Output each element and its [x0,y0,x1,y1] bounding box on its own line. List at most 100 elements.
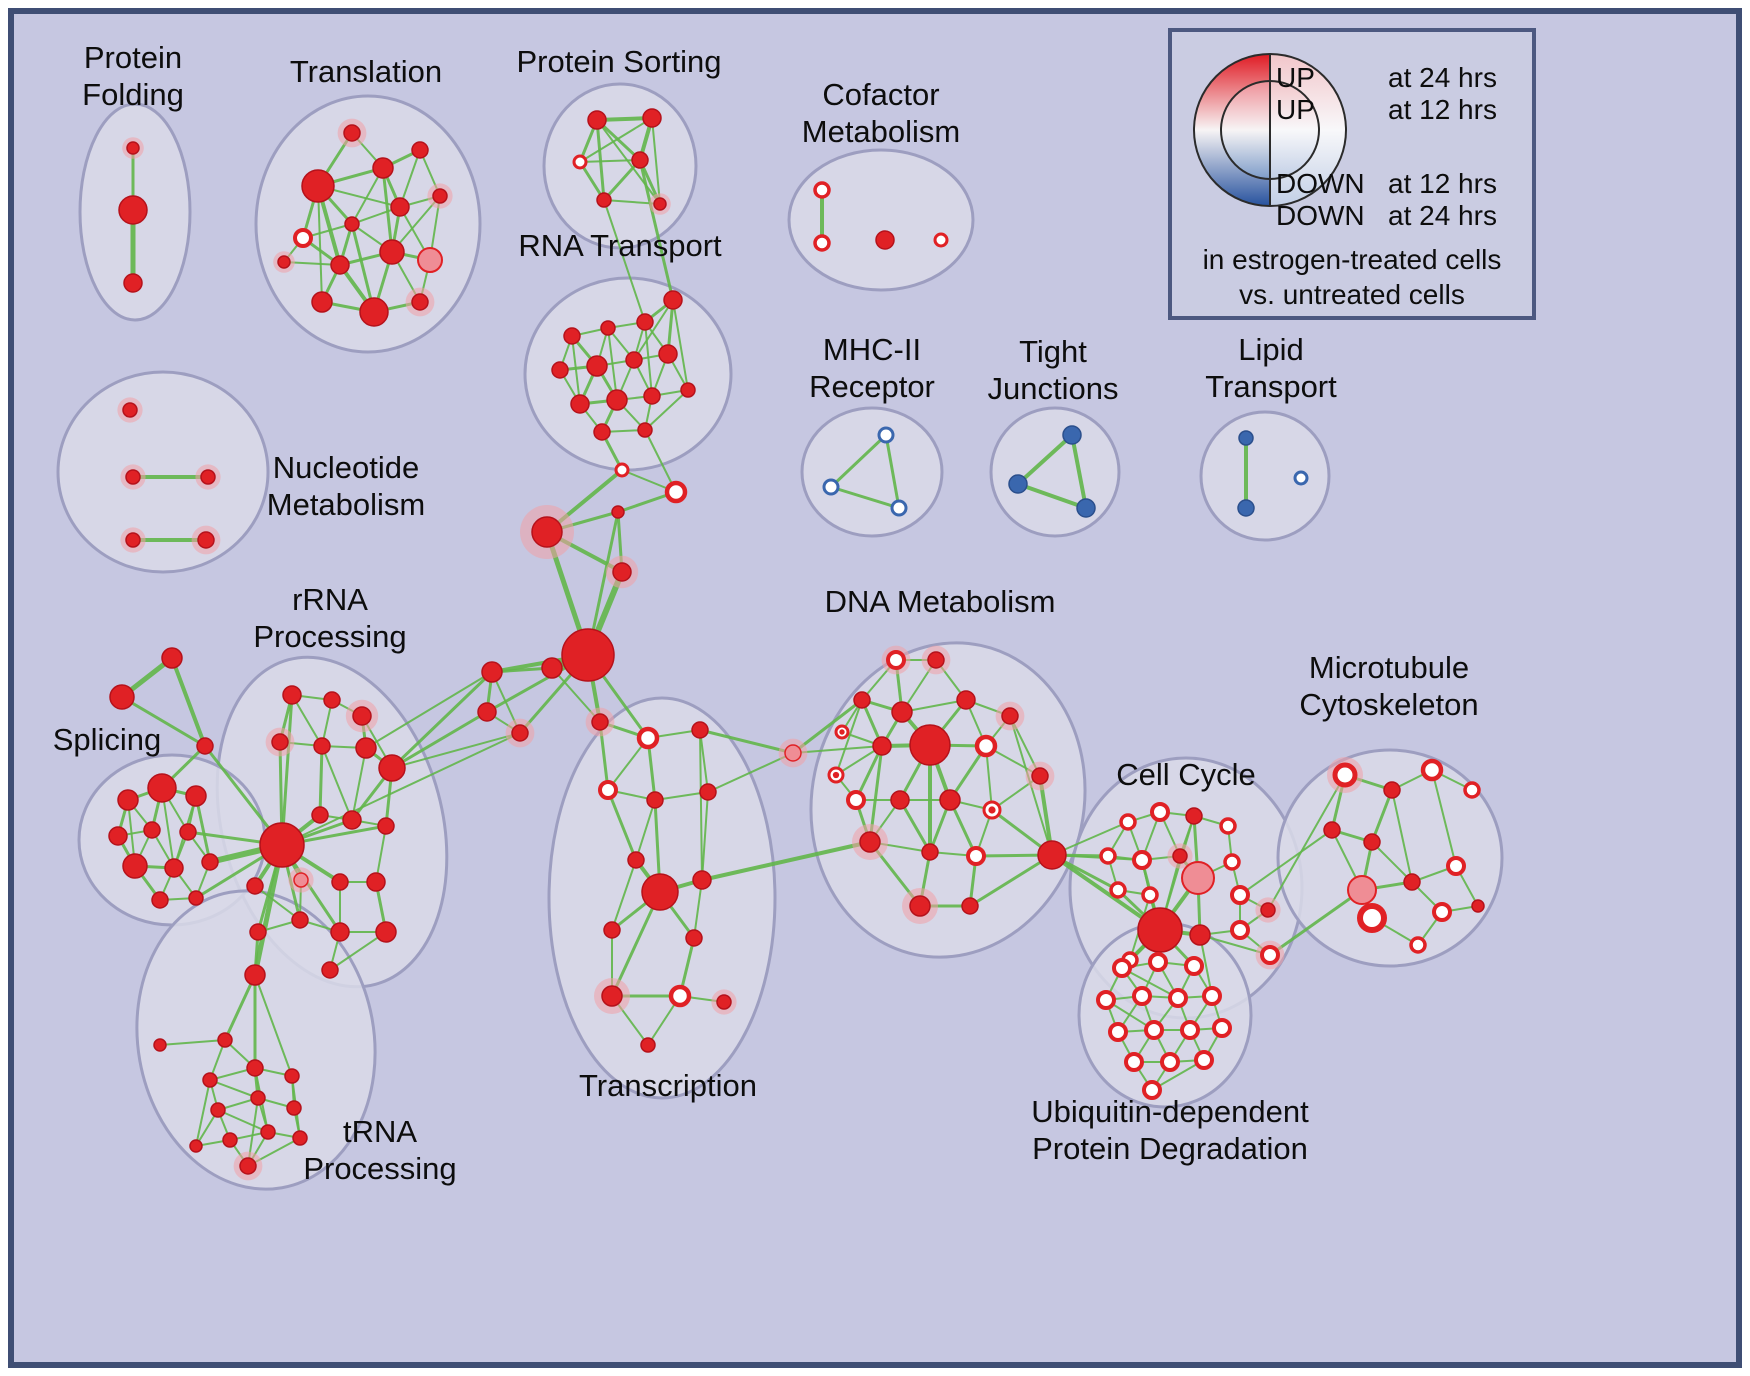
legend-box: UP at 24 hrs UP at 12 hrs DOWN at 12 hrs DO… [1168,28,1536,320]
network-node [344,216,360,232]
network-node [611,505,625,519]
legend-dir: DOWN [1276,168,1365,199]
network-node [909,724,951,766]
network-node [685,929,703,947]
network-node [637,422,653,438]
network-node [379,239,405,265]
network-edge [170,656,207,748]
network-node [601,985,623,1007]
network-node [636,726,660,750]
network-edge [351,747,367,821]
network-node [161,647,183,669]
network-node [646,791,664,809]
network-edge [698,728,795,755]
network-node [1124,1052,1144,1072]
network-node [531,516,563,548]
network-node [1180,1020,1200,1040]
network-node [1363,833,1381,851]
network-edge [254,974,293,1077]
network-edge [644,321,653,397]
network-node [691,721,709,739]
cluster-label-protein-sorting: Protein Sorting [516,44,721,79]
network-node [375,921,397,943]
network-edge [1121,967,1179,999]
network-node [1062,425,1082,445]
network-node [1132,850,1152,870]
cluster-label-protein-folding: Protein Folding [82,40,184,112]
network-node [1150,802,1170,822]
network-edge [644,429,677,493]
network-node [239,1157,257,1175]
network-node [108,826,128,846]
cluster-ellipse-tight-junctions [989,406,1121,538]
network-node [1181,861,1215,895]
network-node [250,1090,266,1106]
network-edge [595,118,642,162]
network-node [1112,958,1132,978]
network-node [591,713,609,731]
network-node [1230,885,1250,905]
cluster-label-tight-junctions: Tight Junctions [988,334,1119,406]
network-edge [829,433,888,489]
network-edge [391,732,521,769]
network-node [1119,813,1137,831]
network-node [641,873,679,911]
network-edge [329,931,387,971]
network-node [966,846,986,866]
network-node [1383,781,1401,799]
network-node [222,1132,238,1148]
network-node [330,922,350,942]
legend-subtitle-line1: in estrogen-treated cells [1202,244,1502,275]
network-node [122,853,148,879]
network-edge [195,1079,211,1147]
network-node [822,478,840,496]
network-edge [701,791,709,881]
network-node [606,389,628,411]
legend-row-up-24: UP at 24 hrs [1276,62,1497,94]
cluster-label-translation: Translation [290,54,442,89]
cluster-label-cell-cycle: Cell Cycle [1116,757,1256,792]
network-node [1160,1052,1180,1072]
network-node [813,234,831,252]
network-node [417,247,443,273]
network-edge [1371,841,1413,883]
network-edge [194,794,212,864]
network-node [668,984,692,1008]
network-node [563,327,581,345]
network-node [1141,886,1159,904]
network-node [1144,1020,1164,1040]
network-node [1347,875,1377,905]
network-node [1189,924,1211,946]
network-node [197,531,215,549]
network-edge [1391,789,1413,883]
network-node [891,701,913,723]
network-node [680,382,696,398]
network-node [1223,853,1241,871]
network-node [699,783,717,801]
network-edge [901,699,967,713]
network-edge [699,729,709,793]
network-edge [281,732,521,846]
network-edge [1370,788,1394,844]
network-node [890,499,908,517]
legend-subtitle: in estrogen-treated cells vs. untreated … [1172,242,1532,312]
network-node [846,790,866,810]
network-edge [611,859,637,931]
network-node [551,361,569,379]
network-node [1260,945,1280,965]
network-edge [596,119,661,205]
network-node [355,737,377,759]
cluster-ellipse-cofactor-metabolism [787,148,975,292]
network-node [1031,767,1049,785]
network-node [343,124,361,142]
network-node [886,650,906,670]
network-node [1446,856,1466,876]
network-node [716,994,732,1010]
network-node [921,843,939,861]
network-edge [1268,888,1364,957]
network-node [185,785,207,807]
network-node [390,197,410,217]
network-node [377,817,395,835]
network-edge [1431,769,1457,867]
network-edge [898,798,932,854]
